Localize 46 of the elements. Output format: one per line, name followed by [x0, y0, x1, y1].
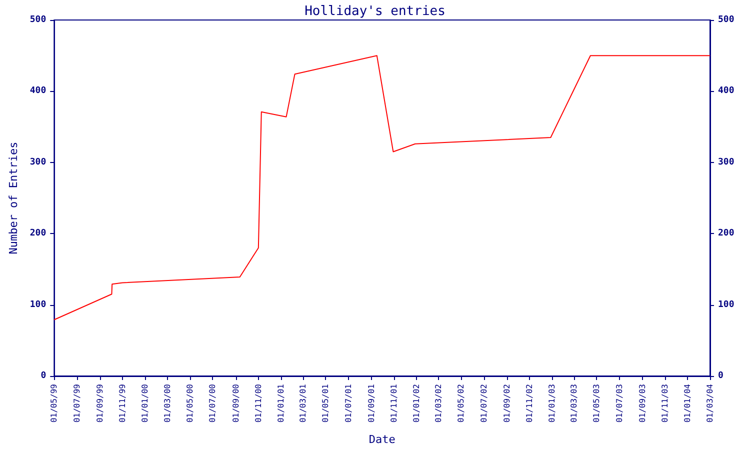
- y2-tick-label: 200: [718, 228, 734, 239]
- x-tick-label: 01/09/03: [638, 384, 647, 423]
- y2-tick-label: 400: [718, 86, 734, 96]
- x-tick-label: 01/09/02: [502, 384, 512, 423]
- line-series: [54, 55, 710, 320]
- x-tick-label: 01/05/03: [592, 384, 602, 423]
- x-tick-label: 01/05/02: [456, 384, 466, 423]
- x-tick-label: 01/01/04: [683, 384, 692, 423]
- x-axis-title: Date: [368, 433, 396, 446]
- x-tick-label: 01/03/04: [706, 384, 714, 423]
- x-tick-label: 01/03/03: [570, 384, 579, 423]
- y2-tick-label: 0: [718, 371, 724, 381]
- x-tick-label: 01/01/00: [140, 384, 150, 423]
- x-tick-label: 01/01/01: [276, 384, 286, 423]
- x-tick-label: 01/09/99: [95, 384, 104, 423]
- y-tick-label: 500: [30, 15, 46, 25]
- x-tick-label: 01/05/00: [186, 384, 195, 423]
- x-tick-label: 01/03/01: [298, 384, 308, 423]
- x-tick-label: 01/01/03: [548, 384, 557, 423]
- y2-tick-label: 300: [718, 157, 734, 168]
- y-tick-label: 300: [30, 157, 46, 168]
- x-tick-label: 01/09/01: [366, 384, 376, 423]
- chart-title: Holliday's entries: [304, 4, 446, 19]
- x-tick-label: 01/11/02: [525, 384, 534, 423]
- x-tick-label: 01/01/02: [412, 384, 422, 423]
- y-axis-title: Number of Entries: [7, 142, 20, 254]
- x-tick-label: 01/11/01: [389, 384, 398, 423]
- y2-tick-label: 500: [718, 15, 734, 25]
- x-tick-label: 01/03/02: [434, 384, 444, 423]
- y-tick-label: 100: [30, 300, 46, 310]
- y-tick-label: 200: [30, 228, 46, 239]
- x-tick-label: 01/07/00: [208, 384, 218, 423]
- x-tick-label: 01/09/00: [231, 384, 240, 423]
- y-tick-label: 0: [40, 371, 46, 381]
- x-tick-label: 01/11/03: [660, 384, 670, 423]
- x-tick-label: 01/07/99: [72, 384, 82, 423]
- x-tick-label: 01/11/00: [254, 384, 263, 423]
- x-tick-label: 01/11/99: [118, 384, 127, 423]
- x-tick-label: 01/07/01: [344, 384, 353, 423]
- y2-tick-label: 100: [718, 300, 734, 310]
- x-tick-label: 01/07/02: [479, 384, 488, 423]
- x-tick-label: 01/03/00: [162, 384, 172, 423]
- x-tick-label: 01/07/03: [614, 384, 624, 423]
- x-tick-label: 01/05/01: [321, 384, 330, 423]
- y-tick-label: 400: [30, 86, 46, 96]
- x-tick-label: 01/05/99: [50, 384, 59, 423]
